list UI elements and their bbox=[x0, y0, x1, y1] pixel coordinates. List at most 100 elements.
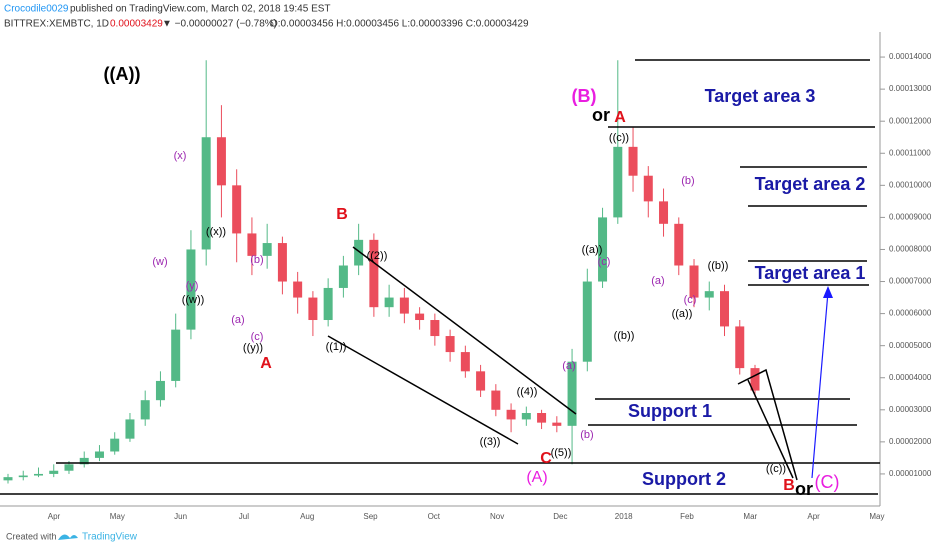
candle-body bbox=[399, 297, 409, 314]
candle-body bbox=[186, 249, 196, 330]
annotation: (y) bbox=[186, 280, 199, 292]
candle-body bbox=[674, 223, 684, 266]
annotation: (a) bbox=[651, 275, 664, 287]
annotation: B bbox=[783, 477, 795, 494]
annotation: or bbox=[592, 105, 610, 125]
y-tick-label: 0.00003000 bbox=[889, 405, 932, 414]
annotation: Support 1 bbox=[628, 401, 712, 421]
x-tick-label: 2018 bbox=[615, 512, 633, 521]
y-tick-label: 0.00004000 bbox=[889, 373, 932, 382]
y-tick-label: 0.00005000 bbox=[889, 341, 932, 350]
x-tick-label: Apr bbox=[807, 512, 820, 521]
candle-body bbox=[140, 400, 150, 420]
candle-body bbox=[552, 422, 562, 426]
candle-body bbox=[521, 413, 531, 420]
candle-body bbox=[476, 371, 486, 391]
annotation: ((b)) bbox=[708, 260, 729, 272]
marks: 0.00001000 0.00002000 0.00003000 0.00004000… bbox=[3, 52, 932, 521]
candle-body bbox=[735, 326, 745, 369]
y-tick-label: 0.00001000 bbox=[889, 469, 932, 478]
trend-line bbox=[327, 335, 519, 445]
candle-body bbox=[720, 291, 730, 327]
candle-body bbox=[64, 464, 74, 471]
logo bbox=[58, 534, 78, 540]
x-tick-label: Sep bbox=[363, 512, 378, 521]
x-tick-label: Dec bbox=[553, 512, 567, 521]
candle-body bbox=[491, 390, 501, 410]
annotation: (b) bbox=[681, 175, 694, 187]
annotation: Support 2 bbox=[642, 469, 726, 489]
annotations: ((A))(x)(w)(y)((w))((x))(b)(a)(c)((y))AB… bbox=[104, 64, 866, 499]
annotation: A bbox=[614, 109, 626, 126]
annotation: B bbox=[336, 206, 348, 223]
candle-body bbox=[201, 137, 211, 250]
annotation: (b) bbox=[580, 429, 593, 441]
y-tick-label: 0.00014000 bbox=[889, 52, 932, 61]
candle-body bbox=[369, 239, 379, 308]
x-tick-label: Apr bbox=[48, 512, 61, 521]
candle-body bbox=[613, 146, 623, 218]
y-tick-label: 0.00010000 bbox=[889, 180, 932, 189]
annotation: ((b)) bbox=[614, 330, 635, 342]
candle-body bbox=[33, 473, 43, 476]
candle-body bbox=[659, 201, 669, 224]
annotation: (c) bbox=[684, 294, 697, 306]
created-with: Created with bbox=[6, 531, 57, 541]
candle-body bbox=[323, 287, 333, 321]
y-tick-label: 0.00002000 bbox=[889, 437, 932, 446]
annotation: (c) bbox=[251, 331, 264, 343]
candle-body bbox=[308, 297, 318, 321]
annotation: (c) bbox=[598, 256, 611, 268]
candle-body bbox=[628, 146, 638, 176]
x-tick-label: Aug bbox=[300, 512, 314, 521]
candle-body bbox=[460, 352, 470, 372]
projection-path bbox=[737, 368, 798, 481]
annotation: ((A)) bbox=[104, 64, 141, 84]
last-price: 0.00003429 bbox=[110, 19, 163, 30]
target-arrow bbox=[811, 291, 829, 479]
x-tick-label: Feb bbox=[680, 512, 694, 521]
candle-body bbox=[567, 361, 577, 426]
change: ▼ −0.00000027 (−0.78%) bbox=[162, 19, 277, 30]
annotation: (x) bbox=[174, 150, 187, 162]
annotation: ((y)) bbox=[243, 342, 263, 354]
author[interactable]: Crocodile0029 bbox=[4, 4, 69, 15]
candle-body bbox=[155, 380, 165, 401]
annotation: (a) bbox=[562, 360, 575, 372]
candle-body bbox=[750, 368, 760, 391]
candle-body bbox=[704, 291, 714, 298]
candle-body bbox=[293, 281, 303, 298]
candle-body bbox=[18, 475, 28, 478]
annotation: (w) bbox=[152, 256, 167, 268]
y-tick-label: 0.00009000 bbox=[889, 213, 932, 222]
published: published on TradingView.com, March 02, … bbox=[70, 4, 331, 15]
annotation: or bbox=[795, 479, 813, 499]
annotation: A bbox=[260, 355, 272, 372]
y-tick-label: 0.00011000 bbox=[889, 148, 931, 157]
candle-body bbox=[506, 409, 516, 420]
candle-body bbox=[598, 217, 608, 282]
annotation: ((2)) bbox=[367, 250, 388, 262]
candle-body bbox=[643, 175, 653, 202]
annotation: (A) bbox=[526, 469, 547, 486]
y-tick-label: 0.00008000 bbox=[889, 245, 932, 254]
candle-body bbox=[125, 419, 135, 439]
annotation: ((4)) bbox=[517, 386, 538, 398]
y-tick-label: 0.00012000 bbox=[889, 116, 932, 125]
candle-body bbox=[582, 281, 592, 362]
brand[interactable]: TradingView bbox=[82, 532, 138, 543]
candle-body bbox=[110, 438, 120, 452]
x-tick-label: May bbox=[869, 512, 884, 521]
annotation: ((c)) bbox=[766, 463, 786, 475]
candle-body bbox=[247, 233, 257, 256]
annotation: (b) bbox=[250, 254, 263, 266]
x-tick-label: May bbox=[110, 512, 125, 521]
ohlc: O:0.00003456 H:0.00003456 L:0.00003396 C… bbox=[270, 19, 529, 30]
annotation: (a) bbox=[231, 314, 244, 326]
x-tick-label: Jul bbox=[239, 512, 249, 521]
candle-body bbox=[262, 243, 272, 256]
annotation: Target area 1 bbox=[755, 263, 866, 283]
x-tick-label: Mar bbox=[743, 512, 757, 521]
